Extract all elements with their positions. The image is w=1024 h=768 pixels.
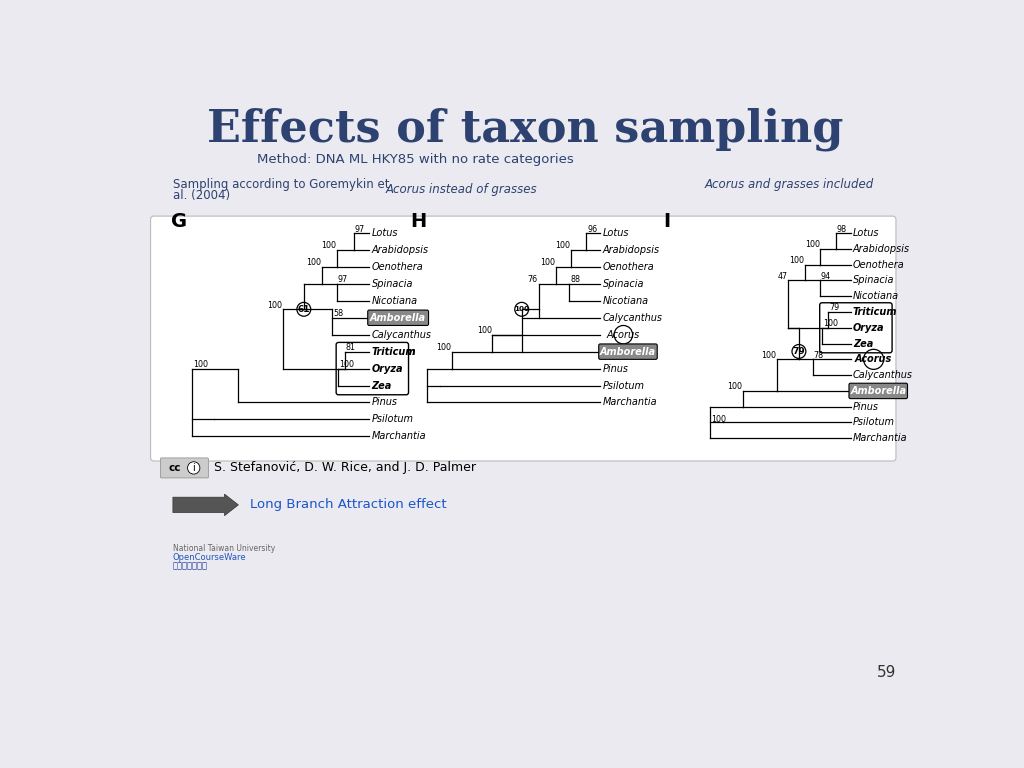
FancyBboxPatch shape <box>599 344 657 359</box>
Text: Psilotum: Psilotum <box>372 415 414 425</box>
Text: Long Branch Attraction effect: Long Branch Attraction effect <box>250 498 446 511</box>
Text: Nicotiana: Nicotiana <box>853 291 899 301</box>
Text: 97: 97 <box>338 276 348 284</box>
Text: OpenCourseWare: OpenCourseWare <box>173 553 247 561</box>
Text: Marchantia: Marchantia <box>372 432 426 442</box>
Text: 100: 100 <box>322 241 336 250</box>
Text: Marchantia: Marchantia <box>853 433 907 443</box>
Text: i: i <box>193 463 196 473</box>
Text: Psilotum: Psilotum <box>853 418 895 428</box>
Circle shape <box>187 462 200 474</box>
Text: 79: 79 <box>829 303 840 313</box>
Text: 88: 88 <box>570 276 581 284</box>
Text: 100: 100 <box>436 343 452 352</box>
Text: 79: 79 <box>793 347 805 356</box>
Text: cc: cc <box>169 463 181 473</box>
Text: Method: DNA ML HKY85 with no rate categories: Method: DNA ML HKY85 with no rate catego… <box>257 153 573 166</box>
Text: Oenothera: Oenothera <box>602 262 654 272</box>
Text: 96: 96 <box>587 224 597 233</box>
Text: 61: 61 <box>298 305 310 314</box>
Text: Lotus: Lotus <box>602 228 629 238</box>
Text: Sampling according to Goremykin et: Sampling according to Goremykin et <box>173 178 389 191</box>
Text: 100: 100 <box>339 360 354 369</box>
FancyBboxPatch shape <box>849 383 907 399</box>
FancyBboxPatch shape <box>368 310 429 326</box>
Text: Psilotum: Psilotum <box>602 380 644 391</box>
Text: Acorus: Acorus <box>607 329 640 339</box>
FancyBboxPatch shape <box>161 458 208 478</box>
FancyBboxPatch shape <box>336 343 409 395</box>
Text: 59: 59 <box>878 665 897 680</box>
Text: Zea: Zea <box>853 339 873 349</box>
Text: 100: 100 <box>193 360 208 369</box>
Text: 94: 94 <box>820 272 830 281</box>
Text: Pinus: Pinus <box>602 363 629 373</box>
Text: I: I <box>664 212 671 231</box>
Text: 100: 100 <box>477 326 492 335</box>
Text: Pinus: Pinus <box>853 402 879 412</box>
Text: Calycanthus: Calycanthus <box>853 370 912 380</box>
Text: 98: 98 <box>837 224 847 233</box>
Text: Triticum: Triticum <box>372 346 416 356</box>
Text: Arabidopsis: Arabidopsis <box>602 245 659 255</box>
Text: National Taiwan University: National Taiwan University <box>173 545 275 553</box>
Text: 58: 58 <box>333 310 343 318</box>
Text: 100: 100 <box>555 241 570 250</box>
FancyBboxPatch shape <box>151 216 896 461</box>
Text: 100: 100 <box>306 258 321 267</box>
Text: Amborella: Amborella <box>850 386 906 396</box>
Text: Zea: Zea <box>372 380 392 391</box>
Text: Spinacia: Spinacia <box>372 279 413 289</box>
Text: Triticum: Triticum <box>372 346 416 356</box>
Text: 100: 100 <box>790 256 804 265</box>
Text: Acorus and grasses included: Acorus and grasses included <box>705 178 873 191</box>
Text: Spinacia: Spinacia <box>853 276 894 286</box>
Text: 100: 100 <box>762 351 776 360</box>
Text: Triticum: Triticum <box>853 307 897 317</box>
Text: 100: 100 <box>514 306 529 313</box>
Text: Calycanthus: Calycanthus <box>602 313 663 323</box>
Text: 47: 47 <box>777 272 787 281</box>
Text: Oenothera: Oenothera <box>372 262 423 272</box>
Text: 100: 100 <box>727 382 742 392</box>
Text: Oryza: Oryza <box>372 363 403 373</box>
Text: Arabidopsis: Arabidopsis <box>372 245 429 255</box>
Text: S. Stefanović, D. W. Rice, and J. D. Palmer: S. Stefanović, D. W. Rice, and J. D. Pal… <box>214 462 476 475</box>
Text: G: G <box>171 212 186 231</box>
Text: Oryza: Oryza <box>372 363 403 373</box>
Text: Acorus: Acorus <box>855 354 892 364</box>
Text: Acorus instead of grasses: Acorus instead of grasses <box>386 184 538 197</box>
Text: 81: 81 <box>345 343 355 352</box>
Text: Arabidopsis: Arabidopsis <box>853 244 910 254</box>
Text: Oenothera: Oenothera <box>853 260 904 270</box>
Text: Marchantia: Marchantia <box>602 398 657 408</box>
Text: Lotus: Lotus <box>853 228 880 238</box>
Text: 100: 100 <box>267 301 283 310</box>
Text: 97: 97 <box>354 224 365 233</box>
Text: 76: 76 <box>527 276 538 284</box>
Text: 78: 78 <box>813 351 823 360</box>
Text: Zea: Zea <box>372 380 392 391</box>
Text: al. (2004): al. (2004) <box>173 189 230 202</box>
Text: 臺大開放式課程: 臺大開放式課程 <box>173 561 208 570</box>
FancyArrow shape <box>173 494 239 515</box>
Text: Effects of taxon sampling: Effects of taxon sampling <box>207 108 843 151</box>
FancyBboxPatch shape <box>819 303 892 353</box>
Text: Spinacia: Spinacia <box>602 279 644 289</box>
Text: 100: 100 <box>540 258 555 267</box>
Text: Nicotiana: Nicotiana <box>372 296 418 306</box>
Text: Nicotiana: Nicotiana <box>602 296 648 306</box>
Text: Calycanthus: Calycanthus <box>372 329 431 339</box>
Text: H: H <box>410 212 426 231</box>
Text: Pinus: Pinus <box>372 398 397 408</box>
Text: Oryza: Oryza <box>853 323 885 333</box>
Text: 100: 100 <box>711 415 726 425</box>
Text: Lotus: Lotus <box>372 228 398 238</box>
Text: Amborella: Amborella <box>370 313 426 323</box>
Text: 100: 100 <box>805 240 819 250</box>
Text: 100: 100 <box>823 319 838 328</box>
Text: Amborella: Amborella <box>600 346 656 356</box>
